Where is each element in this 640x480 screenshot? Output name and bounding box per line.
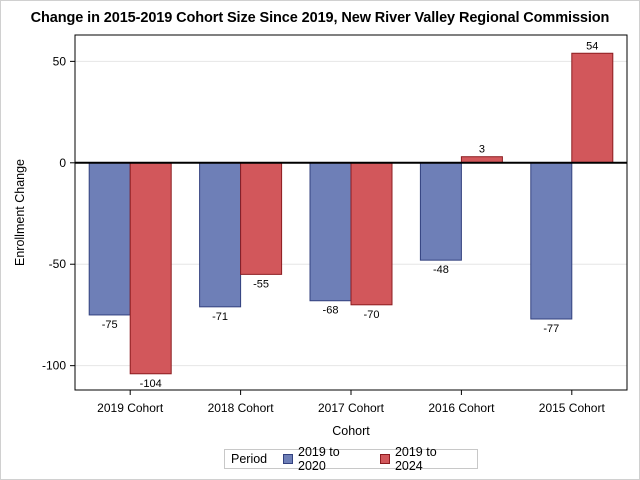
- x-tick-label: 2015 Cohort: [539, 401, 606, 415]
- data-label: -70: [364, 309, 380, 321]
- data-label: -48: [433, 264, 449, 276]
- data-label: -75: [102, 319, 118, 331]
- bar: [199, 162, 242, 308]
- legend-label-series-1: 2019 to 2020: [298, 445, 340, 473]
- legend-swatch-series-2: [380, 454, 390, 464]
- bar: [240, 162, 283, 275]
- x-tick-label: 2019 Cohort: [97, 401, 164, 415]
- bar: [350, 162, 393, 306]
- data-label: -104: [140, 378, 162, 390]
- data-label: 3: [479, 144, 485, 156]
- y-tick-label: 0: [59, 156, 66, 170]
- data-label: -68: [323, 305, 339, 317]
- bar: [530, 162, 573, 320]
- bar: [419, 162, 462, 261]
- x-tick-label: 2017 Cohort: [318, 401, 385, 415]
- bar: [571, 52, 614, 164]
- legend-swatch-series-1: [283, 454, 294, 464]
- data-label: -55: [253, 278, 269, 290]
- axes: [70, 34, 628, 395]
- data-label: -77: [543, 323, 559, 335]
- bar: [88, 162, 131, 316]
- plot-area-border: [74, 34, 628, 391]
- y-tick-labels: 50 0 -50 -100: [42, 54, 66, 372]
- legend-item-series-1: 2019 to 2020: [283, 445, 370, 473]
- data-label: -71: [212, 311, 228, 323]
- bar: [129, 162, 172, 375]
- legend-title: Period: [231, 452, 268, 466]
- chart-title: Change in 2015-2019 Cohort Size Since 20…: [30, 10, 610, 26]
- x-tick-labels: 2019 Cohort 2018 Cohort 2017 Cohort 2016 Co…: [97, 401, 605, 415]
- y-axis-title: Enrollment Change: [13, 159, 27, 266]
- y-tick-label: -50: [49, 257, 67, 271]
- y-tick-label: -100: [42, 359, 66, 373]
- bars: [88, 52, 614, 375]
- bar: [309, 162, 352, 302]
- x-tick-label: 2016 Cohort: [428, 401, 495, 415]
- x-tick-label: 2018 Cohort: [208, 401, 275, 415]
- x-axis-title: Cohort: [332, 424, 370, 438]
- legend-label-series-2: 2019 to 2024: [394, 445, 437, 473]
- legend-item-series-2: 2019 to 2024: [380, 445, 467, 473]
- data-labels: -75 -104 -71 -55 -68 -70 -48 3 -77 54: [102, 40, 599, 390]
- y-tick-label: 50: [53, 54, 67, 68]
- data-label: 54: [586, 40, 598, 52]
- legend: Period 2019 to 2020 2019 to 2024: [224, 445, 478, 473]
